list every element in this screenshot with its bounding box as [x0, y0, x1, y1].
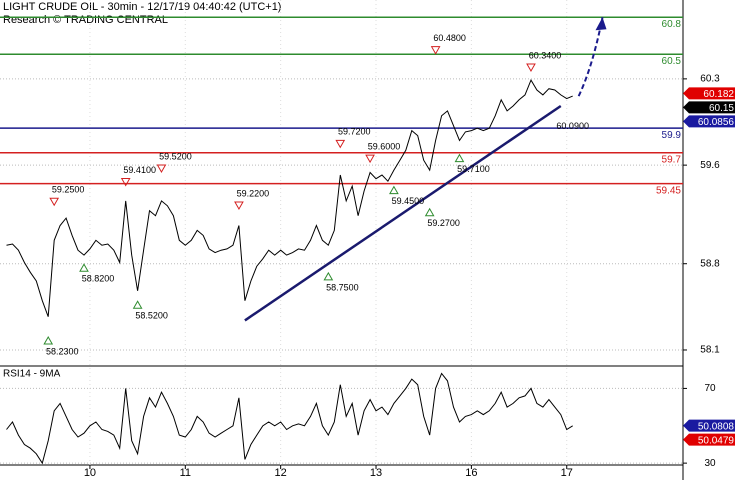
price-tag-box — [683, 101, 735, 114]
level-label: 59.45 — [656, 185, 681, 196]
rsi-line — [6, 372, 573, 465]
rsi-tag-box — [683, 419, 735, 432]
low-marker — [454, 153, 465, 163]
x-tick-label: 17 — [561, 467, 573, 479]
level-label: 60.5 — [662, 56, 682, 67]
x-tick-label: 12 — [275, 467, 287, 479]
low-label: 58.5200 — [135, 311, 168, 321]
low-label: 59.7100 — [457, 164, 490, 174]
low-label: 58.2300 — [46, 346, 79, 356]
high-marker — [526, 63, 536, 72]
price-line — [6, 78, 573, 317]
low-marker — [389, 185, 399, 195]
rsi-title: RSI14 - 9MA — [3, 369, 61, 380]
x-tick-label: 11 — [180, 467, 191, 479]
x-tick-label: 16 — [465, 467, 477, 479]
high-marker — [120, 178, 131, 187]
high-marker — [335, 139, 346, 149]
price-tag-label: 60.182 — [703, 89, 734, 100]
level-label: 59.7 — [662, 154, 682, 165]
price-tag-label: 60.15 — [709, 103, 734, 114]
y-tick-label: 60.3 — [700, 74, 720, 85]
chart-title: LIGHT CRUDE OIL - 30min - 12/17/19 04:40… — [3, 1, 281, 13]
high-marker — [234, 201, 244, 210]
level-label: 60.8 — [662, 19, 682, 30]
x-tick-label: 10 — [84, 467, 96, 479]
price-tag-box — [683, 115, 735, 128]
low-marker — [132, 300, 143, 309]
high-marker — [365, 154, 375, 164]
high-label: 59.2200 — [237, 188, 270, 198]
high-marker — [430, 46, 441, 55]
chart-subtitle: Research © TRADING CENTRAL — [3, 14, 168, 26]
low-label: 58.7500 — [326, 282, 359, 292]
high-label: 60.3400 — [529, 50, 562, 60]
pivot-label: 60.0900 — [556, 121, 589, 131]
y-tick-label: 58.1 — [700, 345, 720, 356]
high-label: 59.4100 — [123, 165, 156, 175]
high-label: 59.7200 — [338, 127, 371, 137]
price-tag-box — [683, 87, 735, 100]
high-marker — [49, 197, 60, 207]
high-marker — [156, 164, 167, 173]
x-tick-label: 13 — [370, 467, 382, 479]
rsi-tag-label: 50.0808 — [698, 421, 735, 432]
high-label: 59.5200 — [159, 151, 192, 161]
low-marker — [79, 263, 89, 272]
high-label: 59.2500 — [52, 185, 85, 195]
low-label: 59.4500 — [392, 196, 425, 206]
low-label: 59.2700 — [427, 218, 460, 228]
low-marker — [424, 207, 435, 217]
low-marker — [323, 271, 334, 281]
rsi-tag-label: 50.0479 — [698, 435, 735, 446]
y-tick-label: 58.8 — [700, 258, 720, 269]
rsi-tag-box — [683, 433, 735, 446]
high-label: 60.4800 — [433, 33, 466, 43]
price-tag-label: 60.0856 — [698, 117, 735, 128]
trendline — [244, 104, 562, 322]
rsi-y-tick-label: 30 — [704, 458, 716, 469]
low-marker — [43, 335, 54, 345]
low-label: 58.8200 — [82, 274, 115, 284]
high-label: 59.6000 — [368, 142, 401, 152]
y-tick-label: 59.6 — [700, 160, 720, 171]
rsi-y-tick-label: 70 — [704, 383, 716, 394]
level-label: 59.9 — [662, 130, 682, 141]
forecast-arrowhead — [595, 17, 607, 31]
